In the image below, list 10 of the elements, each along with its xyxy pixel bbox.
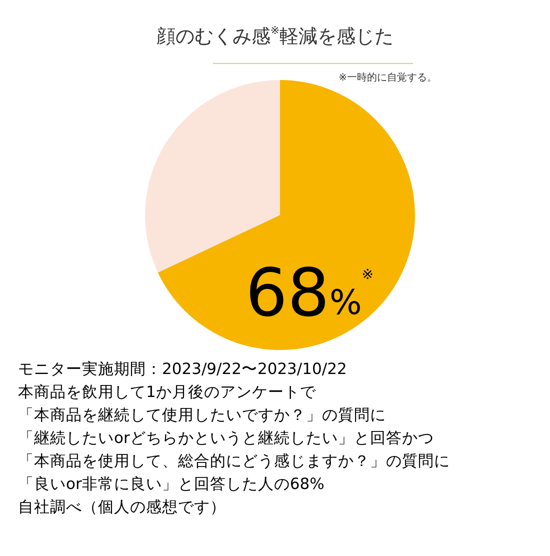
text: 「本商品を使用して、総合的にどう感じますか？」の質問に: [18, 451, 451, 472]
text: 「良いor非常に良い」と回答した人の68%: [18, 474, 326, 495]
text: 本商品を飲用して1か月後のアンケートで: [18, 382, 317, 403]
text: 「本商品を継続して使用したいですか？」の質問に: [18, 405, 387, 426]
text: 自社調べ（個人の感想です）: [18, 497, 227, 518]
chart-subtitle: ※一時的に自覚する。: [338, 72, 438, 84]
text: モニター実施期間：2023/9/22〜2023/10/22: [18, 359, 348, 380]
data-label: 68%※: [246, 254, 374, 332]
text: 「継続したいorどちらかというと継続したい」と回答かつ: [18, 428, 435, 449]
chart-title: 顔のむくみ感※軽減を感じた: [156, 24, 394, 48]
